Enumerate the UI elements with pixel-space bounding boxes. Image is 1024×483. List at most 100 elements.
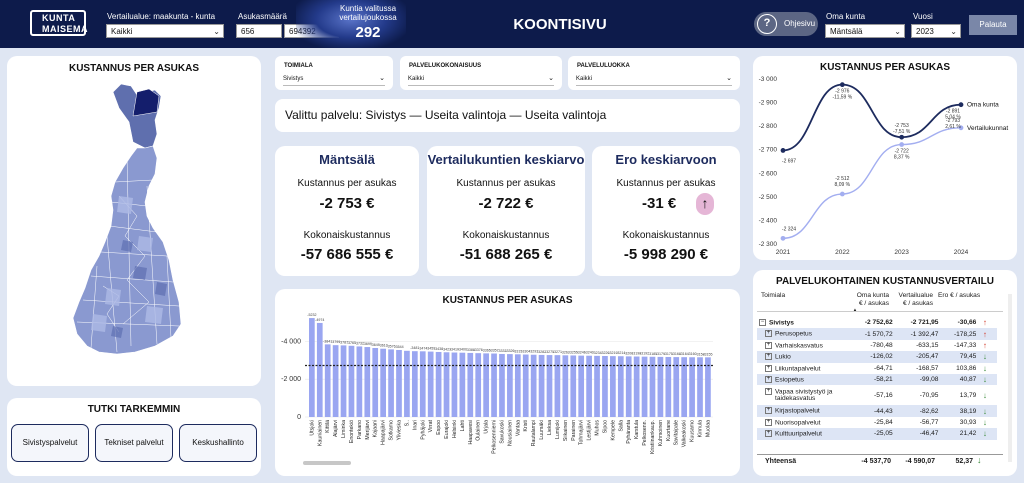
kpi-avg-sub1: Kustannus per asukas — [456, 178, 556, 189]
row-trend: ↑ — [978, 328, 997, 340]
expand-icon[interactable]: + — [765, 364, 772, 372]
bar-data-label: -3282 — [537, 350, 546, 354]
bar — [316, 322, 323, 417]
col-header-toimiala[interactable]: Toimiala — [761, 292, 786, 299]
row-own: -25,05 — [849, 428, 895, 440]
line-chart-title: KUSTANNUS PER ASUKAS — [819, 62, 950, 73]
year-select[interactable]: 2023 ⌄ — [911, 24, 961, 38]
x-tick-label: 2021 — [776, 249, 791, 256]
filter-toimiala-select[interactable]: Sivistys ⌄ — [283, 73, 385, 86]
keskushallinto-button[interactable]: Keskushallinto — [179, 424, 257, 462]
kpi-avg-title: Vertailukuntien keskiarvo — [427, 152, 585, 167]
kpi-diff-title: Ero keskiarvoon — [615, 152, 717, 167]
chevron-down-icon: ⌄ — [213, 27, 220, 36]
row-diff: -147,33 — [953, 341, 977, 349]
x-tick-label: Liminka — [341, 420, 347, 438]
bar — [625, 356, 632, 417]
collapse-icon[interactable]: − — [759, 319, 766, 327]
row-trend: ↓ — [978, 385, 997, 405]
compare-area-select[interactable]: Kaikki ⌄ — [106, 24, 224, 38]
line-chart[interactable]: -3 000 -2 900 -2 800 -2 700 -2 600 -2 500 -2 4… — [753, 56, 1017, 260]
table-row[interactable]: + Vapaa sivistystyö ja taidekasvatus -57,16… — [757, 385, 997, 405]
x-tick-label: Haapajärvi — [381, 420, 387, 445]
selected-service-text: Valittu palvelu: Sivistys — Useita valin… — [285, 108, 607, 122]
table-row[interactable]: + Perusopetus -1 570,72 -1 392,47 -178,25 ↑ — [757, 328, 997, 340]
filter-toimiala[interactable]: TOIMIALA Sivistys ⌄ — [275, 56, 393, 90]
bar-chart[interactable]: -4 000 -2 000 0 -5232 Utsjoki -4974 Kauniainen… — [275, 289, 740, 476]
kpi-avg-val2: -51 688 265 € — [459, 246, 553, 263]
tekniset-button[interactable]: Tekniset palvelut — [95, 424, 173, 462]
row-own: -2 752,62 — [864, 319, 893, 327]
expand-icon[interactable]: + — [765, 430, 772, 438]
x-tick-label: Karstula — [634, 420, 640, 439]
expand-icon[interactable]: + — [765, 418, 772, 426]
table-row[interactable]: + Liikuntapalvelut -64,71 -168,57 103,86 ↓ — [757, 363, 997, 374]
table-row[interactable]: + Varhaiskasvatus -780,48 -633,15 -147,33 ↑ — [757, 340, 997, 351]
data-point — [899, 142, 905, 147]
row-label: Vapaa sivistystyö ja — [775, 388, 833, 396]
finland-map[interactable] — [7, 56, 261, 386]
population-min-input[interactable]: 656 — [236, 24, 282, 38]
bar — [364, 347, 371, 417]
bar-data-label: -5232 — [307, 313, 316, 317]
table-row[interactable]: + Kulttuuripalvelut -25,05 -46,47 21,42 ↓ — [757, 428, 997, 440]
table-row[interactable]: + Lukio -126,02 -205,47 79,45 ↓ — [757, 351, 997, 363]
table-row[interactable]: + Kirjastopalvelut -44,43 -82,62 38,19 ↓ — [757, 405, 997, 417]
bar-data-label: -3474 — [418, 346, 427, 350]
row-diff: 21,42 — [940, 428, 979, 440]
x-tick-label: Helsinki — [452, 420, 458, 438]
table-row[interactable]: + Esiopetus -58,21 -99,08 40,87 ↓ — [757, 373, 997, 386]
bar — [404, 350, 410, 417]
point-data-label: -2 793 — [946, 118, 960, 124]
row-own: -44,43 — [849, 405, 895, 417]
col-header-diff[interactable]: Ero € / asukas — [938, 292, 981, 299]
kpi-avg-val1: -2 722 € — [478, 195, 534, 212]
filter-palveluluokka-label: PALVELULUOKKA — [577, 63, 630, 69]
filter-palvelukokonaisuus-select[interactable]: Kaikki ⌄ — [408, 73, 554, 86]
bar — [681, 357, 688, 417]
table-row[interactable]: − Sivistys -2 752,62 -2 721,95 -30,66 ↑ — [757, 317, 997, 328]
bar-data-label: -3799 — [331, 340, 340, 344]
help-button[interactable]: ? Ohjesivu — [754, 12, 818, 36]
arrow-down-icon: ↓ — [982, 390, 987, 400]
kpi-avg-sub2: Kokonaiskustannus — [462, 230, 550, 241]
row-trend: ↓ — [978, 363, 997, 374]
expand-icon[interactable]: + — [765, 353, 772, 361]
bar-data-label: -3438 — [434, 347, 443, 351]
filter-palveluluokka[interactable]: PALVELULUOKKA Kaikki ⌄ — [568, 56, 740, 90]
total-compare: -4 590,07 — [905, 458, 935, 465]
x-tick-label: Eurajoki — [444, 420, 450, 439]
arrow-down-icon: ↓ — [982, 352, 987, 362]
table-scrollbar[interactable] — [1008, 294, 1012, 462]
col-header-own[interactable]: Oma kunta € / asukas — [851, 292, 889, 308]
sivistys-button[interactable]: Sivistyspalvelut — [11, 424, 89, 462]
data-point — [839, 191, 845, 197]
expand-icon[interactable]: + — [765, 376, 772, 384]
filter-palveluluokka-select[interactable]: Kaikki ⌄ — [576, 73, 732, 86]
bar-chart-card: KUSTANNUS PER ASUKAS -4 000 -2 000 0 -5232 U… — [275, 289, 740, 476]
bar — [617, 356, 624, 417]
data-point — [780, 148, 786, 153]
chevron-down-icon: ⌄ — [894, 27, 901, 36]
bar-data-label: -3262 — [561, 350, 570, 354]
point-data-label: -11,59 % — [833, 95, 853, 101]
expand-icon[interactable]: + — [765, 407, 772, 415]
kpi-card-average: Vertailukuntien keskiarvo Kustannus per … — [427, 146, 585, 276]
expand-icon[interactable]: + — [765, 341, 772, 349]
x-tick-label: Muolaa — [705, 420, 711, 437]
row-label: Kulttuuripalvelut — [775, 430, 822, 438]
table-row[interactable]: + Nuorisopalvelut -25,84 -56,77 30,93 ↓ — [757, 417, 997, 428]
reset-button[interactable]: Palauta — [969, 15, 1017, 35]
own-municipality-select[interactable]: Mäntsälä ⌄ — [825, 24, 905, 38]
x-tick-label: Espoo — [436, 420, 442, 435]
col-header-compare[interactable]: Vertailualue € / asukas — [895, 292, 933, 308]
row-trend: ↑ — [978, 317, 997, 328]
kpi-card-own: Mäntsälä Kustannus per asukas -2 753 € K… — [275, 146, 419, 276]
bar — [340, 345, 347, 417]
expand-icon[interactable]: + — [765, 330, 772, 338]
expand-icon[interactable]: + — [765, 388, 772, 396]
bar-data-label: -3315 — [513, 349, 522, 353]
x-tick-label: Sipoo — [602, 420, 608, 433]
filter-palvelukokonaisuus[interactable]: PALVELUKOKONAISUUS Kaikki ⌄ — [400, 56, 562, 90]
kpi-diff-sub2: Kokonaiskustannus — [622, 230, 710, 241]
